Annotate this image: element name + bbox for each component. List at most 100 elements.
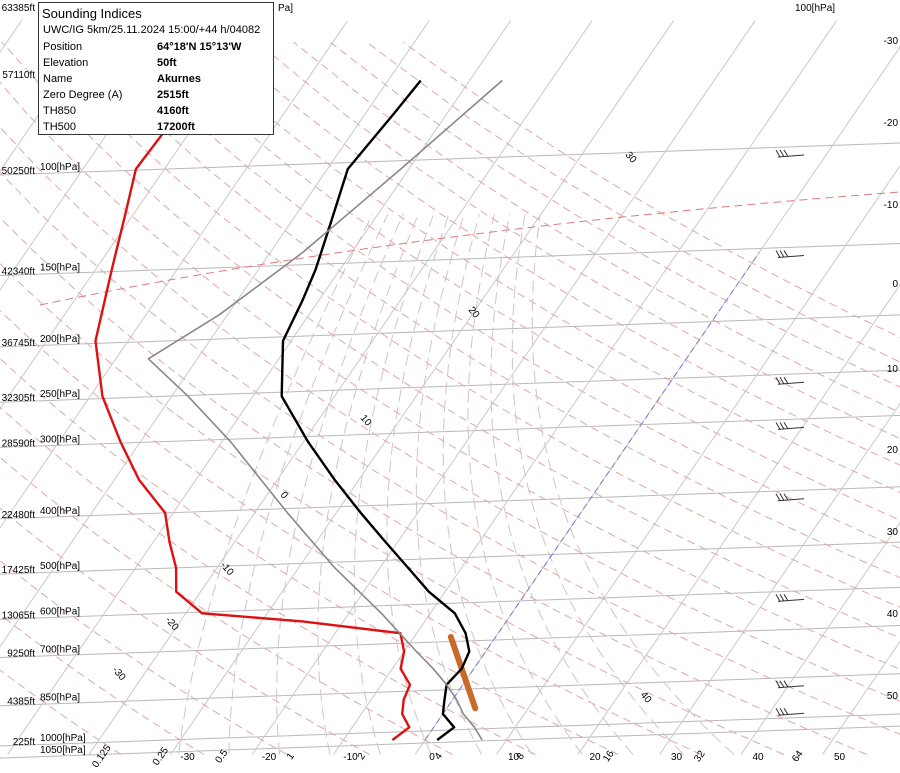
right-axis-label: -30: [884, 36, 899, 47]
altitude-label: 13065ft: [2, 610, 36, 621]
dry-adiabat-line: [0, 507, 370, 755]
isobar-line: [0, 243, 900, 277]
info-subtitle: UWC/IG 5km/25.11.2024 15:00/+44 h/04082: [43, 24, 261, 36]
info-row: Name Akurnes: [43, 73, 271, 89]
isotherm-line: [7, 20, 511, 755]
wind-barb-flag: [779, 376, 785, 385]
right-axis-label: 50: [887, 691, 899, 702]
isotherm-line: [333, 20, 837, 755]
wind-barb-flag: [783, 594, 789, 601]
dry-adiabat-line: [111, 41, 900, 550]
isotherm-line: [0, 20, 348, 529]
pressure-label: 500[hPa]: [40, 561, 80, 572]
pressure-label: 400[hPa]: [40, 506, 80, 517]
dry-adiabat-line: [1, 41, 900, 639]
info-row-value: Akurnes: [157, 73, 202, 85]
wind-barb: [777, 381, 805, 385]
dry-adiabat-line: [0, 456, 453, 755]
moist-adiabat-line: [415, 214, 482, 755]
wind-barb-flag: [779, 422, 785, 430]
moist-adiabat-line: [490, 214, 634, 755]
grid-layer: [0, 20, 900, 759]
dry-adiabat-line: [0, 81, 900, 670]
pressure-label: Pa]: [278, 3, 293, 14]
dewpoint-line: [94, 79, 412, 741]
isobar-line: [0, 414, 900, 448]
dry-adiabat-line: [147, 41, 900, 521]
dry-adiabat-line: [0, 310, 702, 755]
wind-barb: [777, 598, 805, 602]
altitude-label: 57110ft: [2, 70, 35, 81]
pressure-label: 100[hPa]: [40, 162, 80, 173]
isotherm-label: 10: [358, 413, 374, 429]
dry-adiabat-line: [0, 263, 785, 755]
moist-adiabat-line: [228, 213, 389, 755]
mixing-ratio-label: 0.25: [151, 745, 171, 768]
wind-barb-flag: [779, 708, 785, 716]
upper-dashed-curve: [39, 191, 900, 306]
isobar-line: [0, 486, 900, 520]
altitude-label: 22480ft: [2, 510, 36, 521]
pressure-label: 250[hPa]: [40, 389, 80, 400]
parcel-line: [147, 79, 503, 741]
wind-barb: [777, 255, 805, 259]
right-axis-label: 30: [887, 527, 899, 538]
temperature-tick-label: -30: [180, 752, 195, 763]
info-row-value: 2515ft: [157, 89, 189, 101]
altitude-label: 225ft: [13, 737, 35, 748]
moist-adiabat-line: [317, 214, 419, 755]
temperature-tick-label: -10: [343, 752, 358, 763]
altitude-label: 17425ft: [2, 565, 36, 576]
altitude-label: 9250ft: [7, 649, 35, 660]
info-row: TH850 4160ft: [43, 105, 271, 121]
mixing-ratio-label: 16: [601, 748, 617, 764]
right-axis-label: 0: [892, 279, 898, 290]
isotherm-line: [88, 20, 593, 755]
isobar-line: [0, 369, 900, 403]
pressure-label: 150[hPa]: [40, 263, 80, 274]
wind-barb-flag: [775, 376, 781, 385]
icing-band: [447, 633, 479, 712]
wind-barb-flag: [775, 708, 781, 716]
isotherm-line: [0, 20, 185, 291]
zero-degree-line: [424, 252, 760, 741]
moist-adiabat-line: [511, 214, 684, 755]
wind-barb-flag: [783, 149, 789, 157]
dry-adiabat-line: [0, 614, 205, 755]
mixing-ratio-label: 1: [285, 751, 297, 762]
altitude-label: 50250ft: [2, 166, 36, 177]
isotherm-line: [251, 20, 756, 755]
isotherm-line: [0, 20, 104, 172]
wind-barb: [777, 685, 805, 689]
temperature-tick-label: 20: [589, 752, 601, 763]
info-row: Position 64°18'N 15°13'W: [43, 41, 271, 57]
wind-barb-flag: [775, 149, 781, 158]
isotherm-line: [496, 165, 900, 755]
info-row-label: TH850: [43, 105, 77, 117]
isobar-line: [0, 314, 900, 348]
altitude-label: 42340ft: [2, 267, 36, 278]
wind-barb: [777, 426, 805, 430]
temperature-tick-label: 30: [671, 752, 683, 763]
series-layer: [94, 79, 805, 741]
right-axis-label: 20: [887, 445, 899, 456]
isotherm-label: -30: [110, 665, 128, 683]
wind-barb-flag: [783, 376, 789, 384]
right-axis-label: -20: [884, 118, 899, 129]
info-row-value: 17200ft: [157, 121, 195, 133]
temperature-tick-label: 50: [834, 752, 846, 763]
wind-barb-flag: [779, 594, 785, 602]
dry-adiabat-line: [0, 357, 619, 755]
moist-adiabat-line: [467, 214, 583, 755]
dry-adiabat-line: [0, 126, 900, 702]
dry-adiabat-line: [366, 41, 900, 363]
info-row: Elevation 50ft: [43, 57, 271, 73]
pressure-label: 1000[hPa]: [40, 733, 86, 744]
right-axis-label: 40: [887, 609, 899, 620]
info-row-label: Elevation: [43, 57, 89, 69]
moist-adiabat-line: [178, 213, 374, 755]
isotherm-line: [577, 283, 900, 755]
isobar-line: [0, 586, 900, 620]
dry-adiabat-line: [183, 41, 900, 493]
